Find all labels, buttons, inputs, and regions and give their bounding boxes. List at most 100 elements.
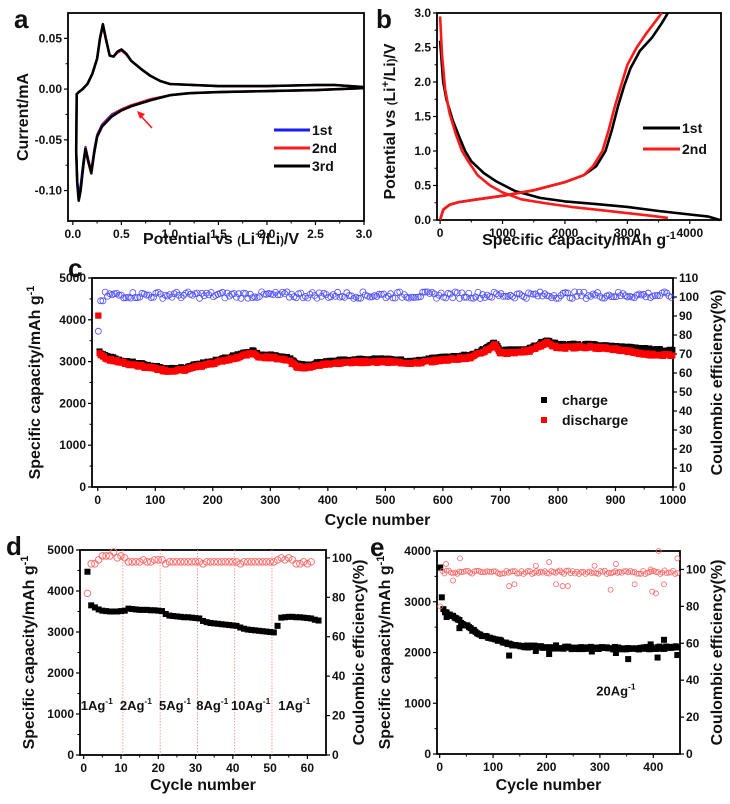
ce-point — [559, 583, 566, 589]
capacity-point — [159, 608, 165, 615]
ce-point — [348, 292, 355, 300]
x-tick-label: 100 — [145, 493, 165, 507]
ce-point — [563, 567, 570, 574]
capacity-point — [248, 626, 255, 633]
capacity-point — [289, 613, 296, 620]
ce-point — [674, 555, 681, 562]
capacity-point — [151, 607, 158, 614]
ce-point — [417, 293, 424, 300]
y-tick-label: 1000 — [404, 696, 431, 710]
ce-point — [158, 556, 166, 564]
capacity-point — [121, 607, 128, 614]
ce-point — [612, 293, 620, 301]
ce-point — [568, 294, 576, 302]
y2-tick-label: 10 — [679, 461, 693, 475]
capacity-point — [546, 651, 553, 658]
capacity-point — [95, 606, 102, 613]
y-axis-label: Specific capacity/mAh g-1 — [19, 556, 38, 750]
capacity-point — [114, 608, 121, 615]
ce-point — [635, 570, 642, 577]
y-tick-label: 1000 — [47, 707, 74, 721]
ce-point — [631, 294, 638, 302]
capacity-point — [211, 620, 218, 627]
legend-label: charge — [562, 392, 608, 408]
ce-point — [480, 569, 486, 576]
x-tick-label: 50 — [263, 761, 277, 775]
rate-annotation: 20Ag-1 — [596, 682, 636, 699]
ce-point — [380, 290, 388, 298]
discharge-point — [95, 312, 102, 319]
capacity-point — [192, 615, 199, 622]
ce-point — [99, 297, 107, 305]
ce-point — [499, 292, 507, 300]
ce-point — [266, 558, 274, 566]
ce-point — [513, 290, 521, 298]
ce-point — [161, 560, 170, 568]
x-tick-label: 800 — [548, 493, 568, 507]
ce-point — [481, 294, 489, 301]
plot-frame — [436, 12, 722, 221]
ce-point — [205, 291, 213, 299]
ce-point — [91, 560, 99, 568]
capacity-point — [300, 614, 307, 621]
legend-label: 1st — [682, 120, 703, 136]
ce-point — [244, 294, 252, 302]
ce-point — [180, 291, 187, 299]
ce-point — [366, 293, 374, 301]
ce-point — [184, 558, 192, 566]
ce-point — [607, 586, 614, 593]
capacity-point — [532, 647, 539, 654]
ce-point — [232, 293, 240, 301]
panel-a: 0.0 0.5 1.0 1.5 2.0 2.5 3.0 0.05 0.00 -0.05 -0.10 a… — [14, 4, 373, 248]
ce-point — [203, 289, 210, 297]
y-tick-label: 3000 — [59, 355, 86, 369]
ce-point — [173, 558, 181, 566]
capacity-point — [278, 614, 285, 621]
ce-point — [304, 294, 312, 302]
capacity-point — [88, 602, 95, 609]
ce-point — [157, 290, 164, 298]
capacity-point — [588, 648, 595, 655]
capacity-point — [185, 614, 192, 621]
x-axis-label: Cycle number — [150, 777, 256, 794]
ce-point — [240, 558, 248, 566]
x-tick-label: 400 — [643, 760, 663, 774]
ce-point — [476, 295, 484, 302]
ce-point — [255, 558, 263, 566]
ce-point — [97, 297, 105, 305]
ce-point — [502, 292, 510, 300]
ce-point — [642, 293, 650, 301]
ce-point — [633, 570, 640, 577]
x-tick-label: 1.5 — [210, 227, 227, 241]
capacity-point — [553, 642, 560, 649]
ce-point — [135, 558, 144, 566]
ce-point — [486, 568, 493, 575]
ce-point — [594, 289, 602, 296]
x-tick-label: 20 — [152, 761, 166, 775]
capacity-point — [136, 606, 143, 613]
y-axis-label: Specific capacity/mAh g-1 — [375, 556, 394, 750]
y-tick-label: 1.5 — [414, 110, 431, 124]
capacity-point — [214, 620, 221, 627]
y2-tick-label: 0 — [686, 747, 693, 761]
capacity-point — [170, 613, 177, 620]
gcd-curve-1st-discharge — [438, 40, 721, 222]
ce-point — [610, 293, 618, 301]
ce-point — [175, 291, 183, 299]
ce-point — [389, 294, 397, 302]
ce-point — [111, 290, 118, 298]
y2-tick-label: 70 — [679, 347, 693, 361]
y2-tick-label: 80 — [332, 590, 346, 604]
ce-point — [150, 293, 157, 301]
ce-point — [562, 289, 569, 297]
ce-point — [423, 288, 431, 296]
ce-point — [109, 548, 118, 556]
capacity-point — [144, 606, 151, 613]
ce-point — [421, 288, 429, 296]
capacity-point — [506, 652, 513, 659]
ce-point — [168, 293, 176, 301]
ce-point — [437, 603, 444, 610]
ce-point — [456, 568, 463, 575]
ce-point — [674, 570, 681, 576]
capacity-point — [118, 608, 124, 615]
